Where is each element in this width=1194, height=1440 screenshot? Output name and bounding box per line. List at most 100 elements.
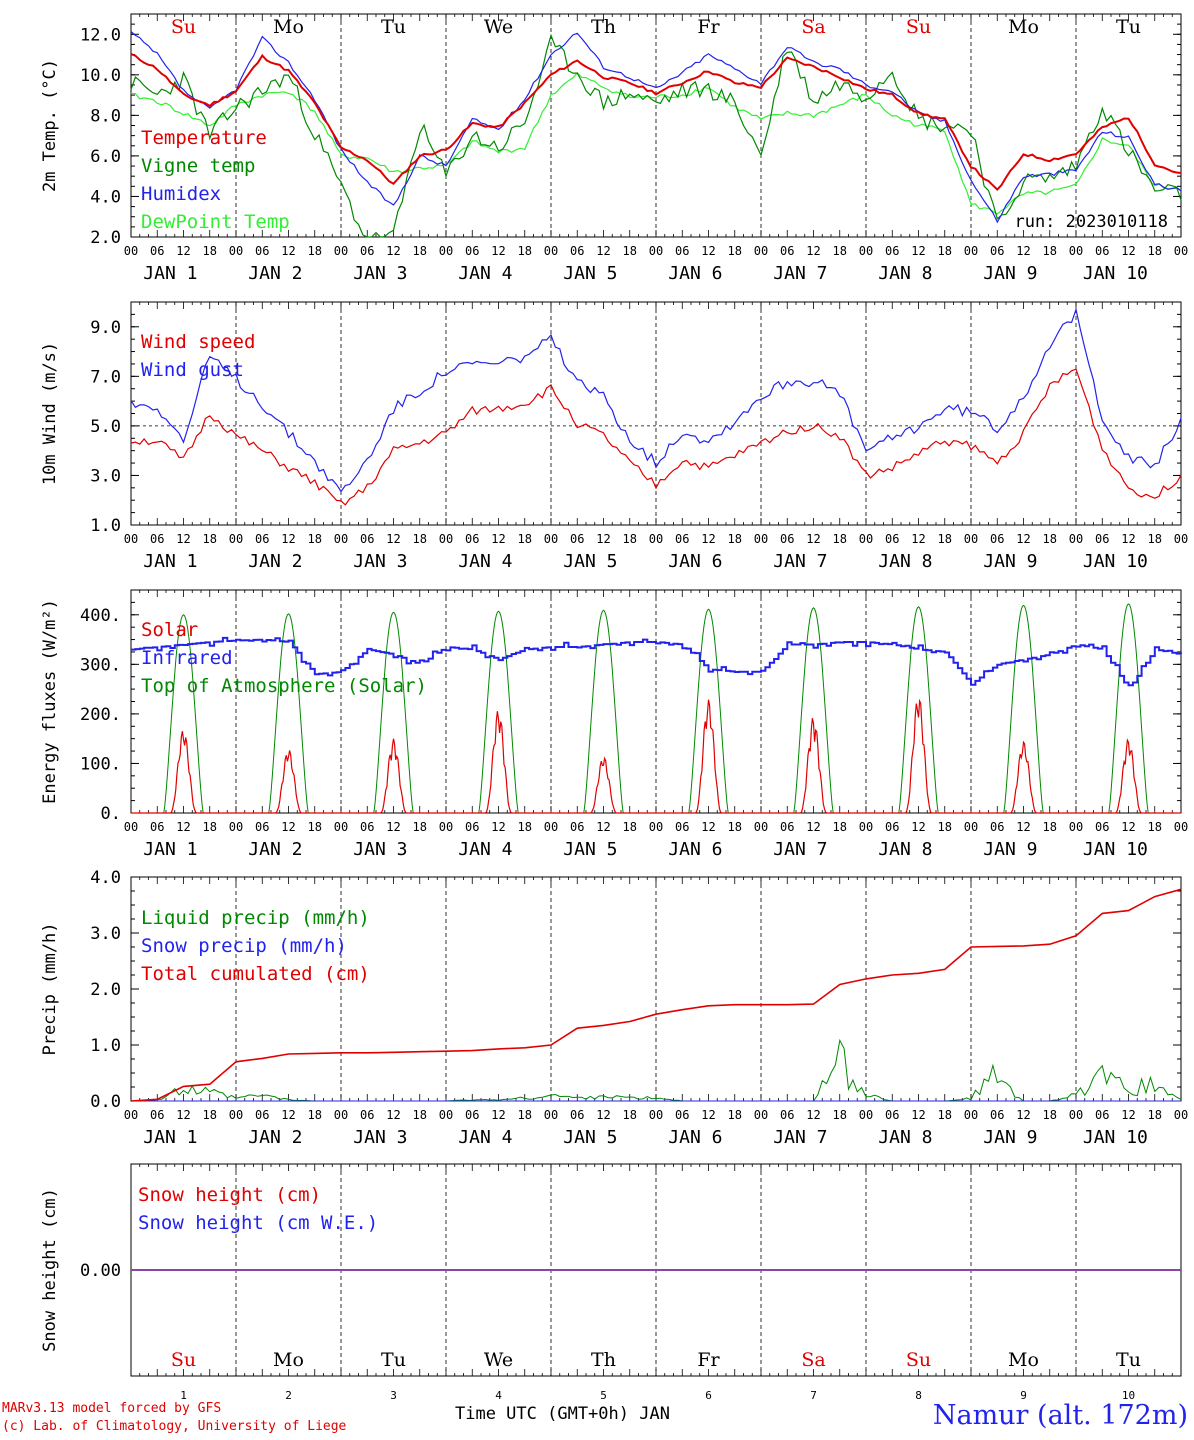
hour-tick-label: 00: [754, 1108, 768, 1122]
hour-tick-label: 18: [413, 532, 427, 546]
date-label: JAN 8: [878, 1127, 932, 1148]
hour-tick-label: 06: [570, 820, 584, 834]
hour-tick-label: 18: [623, 820, 637, 834]
y-tick-label: 300.: [80, 655, 121, 675]
hour-tick-label: 06: [1095, 244, 1109, 258]
date-label: JAN 3: [353, 263, 407, 284]
hour-tick-label: 00: [439, 1108, 453, 1122]
day-label-top: Mo: [273, 16, 304, 38]
date-label: JAN 5: [563, 551, 617, 572]
legend-snow-height-cm-: Snow height (cm): [138, 1184, 321, 1206]
hour-tick-label: 12: [281, 244, 295, 258]
hour-tick-label: 00: [439, 820, 453, 834]
hour-tick-label: 18: [833, 820, 847, 834]
hour-tick-label: 06: [150, 1108, 164, 1122]
hour-tick-label: 12: [806, 244, 820, 258]
date-label: JAN 10: [1083, 551, 1148, 572]
hour-tick-label: 00: [964, 244, 978, 258]
hour-tick-label: 06: [990, 820, 1004, 834]
hour-tick-label: 00: [964, 820, 978, 834]
hour-tick-label: 12: [386, 244, 400, 258]
y-axis-title: Snow height (cm): [40, 1188, 60, 1352]
date-label: JAN 6: [668, 551, 722, 572]
hour-tick-label: 06: [1095, 532, 1109, 546]
y-tick-label: 10.0: [80, 66, 121, 86]
date-label: JAN 10: [1083, 263, 1148, 284]
hour-tick-label: 06: [675, 532, 689, 546]
hour-tick-label: 00: [1069, 532, 1083, 546]
hour-tick-label: 18: [1043, 1108, 1057, 1122]
hour-tick-label: 12: [701, 820, 715, 834]
day-number-label: 5: [600, 1389, 607, 1402]
series-line-top-of-atmosphere-solar: [131, 603, 1181, 814]
y-tick-label: 1.0: [90, 1036, 121, 1056]
hour-tick-label: 06: [1095, 1108, 1109, 1122]
hour-tick-label: 06: [465, 244, 479, 258]
y-tick-label: 2.0: [90, 980, 121, 1000]
hour-tick-label: 12: [281, 532, 295, 546]
date-label: JAN 9: [983, 839, 1037, 860]
series-line-wind-speed: [130, 368, 1182, 506]
hour-tick-label: 06: [360, 820, 374, 834]
hour-tick-label: 12: [701, 1108, 715, 1122]
day-number-label: 9: [1020, 1389, 1027, 1402]
date-label: JAN 4: [458, 551, 512, 572]
hour-tick-label: 12: [911, 244, 925, 258]
hour-tick-label: 12: [491, 244, 505, 258]
hour-tick-label: 12: [1121, 820, 1135, 834]
station-name: Namur (alt. 172m): [932, 1400, 1188, 1431]
hour-tick-label: 18: [413, 244, 427, 258]
y-tick-label: 0.: [101, 804, 121, 824]
hour-tick-label: 00: [649, 244, 663, 258]
hour-tick-label: 18: [1148, 1108, 1162, 1122]
day-label-bottom: Fr: [697, 1349, 720, 1371]
date-label: JAN 4: [458, 1127, 512, 1148]
date-label: JAN 2: [248, 839, 302, 860]
series-line-infrared: [131, 636, 1182, 687]
hour-tick-label: 00: [1174, 1108, 1188, 1122]
day-label-bottom: Tu: [381, 1349, 406, 1371]
hour-tick-label: 00: [439, 532, 453, 546]
hour-tick-label: 12: [596, 1108, 610, 1122]
x-axis-title: Time UTC (GMT+0h) JAN: [455, 1404, 670, 1424]
legend-vigne-temp: Vigne temp: [141, 155, 255, 177]
hour-tick-label: 18: [1148, 820, 1162, 834]
hour-tick-label: 12: [701, 532, 715, 546]
hour-tick-label: 00: [859, 532, 873, 546]
day-label-top: Sa: [801, 16, 825, 38]
legend-wind-gust: Wind gust: [141, 359, 244, 381]
hour-tick-label: 00: [1174, 820, 1188, 834]
legend-humidex: Humidex: [141, 183, 221, 205]
hour-tick-label: 18: [413, 1108, 427, 1122]
day-number-label: 1: [180, 1389, 187, 1402]
series-line-wind-gust: [130, 307, 1182, 493]
day-label-top: Mo: [1008, 16, 1039, 38]
day-label-top: Tu: [1116, 16, 1141, 38]
date-label: JAN 6: [668, 1127, 722, 1148]
date-label: JAN 4: [458, 839, 512, 860]
hour-tick-label: 00: [334, 1108, 348, 1122]
date-label: JAN 2: [248, 1127, 302, 1148]
hour-tick-label: 06: [255, 244, 269, 258]
y-tick-label: 6.0: [90, 147, 121, 167]
hour-tick-label: 00: [124, 820, 138, 834]
hour-tick-label: 18: [203, 532, 217, 546]
hour-tick-label: 00: [859, 244, 873, 258]
day-label-bottom: Sa: [801, 1349, 825, 1371]
date-label: JAN 8: [878, 551, 932, 572]
hour-tick-label: 06: [465, 532, 479, 546]
date-label: JAN 9: [983, 551, 1037, 572]
hour-tick-label: 18: [203, 1108, 217, 1122]
hour-tick-label: 18: [308, 244, 322, 258]
model-credit: MARv3.13 model forced by GFS: [2, 1401, 222, 1416]
day-label-bottom: Mo: [273, 1349, 304, 1371]
day-label-bottom: Tu: [1116, 1349, 1141, 1371]
day-label-top: Th: [591, 16, 616, 38]
date-label: JAN 10: [1083, 1127, 1148, 1148]
legend-temperature: Temperature: [141, 127, 267, 149]
date-label: JAN 5: [563, 839, 617, 860]
hour-tick-label: 06: [990, 244, 1004, 258]
hour-tick-label: 00: [754, 532, 768, 546]
hour-tick-label: 06: [780, 820, 794, 834]
hour-tick-label: 12: [1016, 244, 1030, 258]
